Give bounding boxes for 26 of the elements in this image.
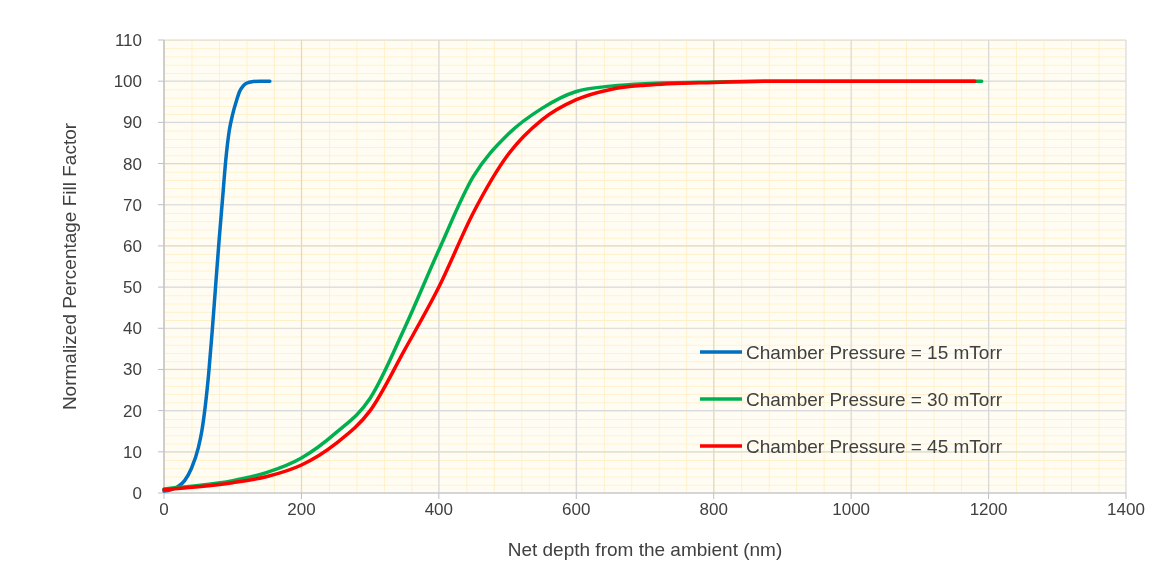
y-tick-label: 20 (123, 401, 142, 421)
y-tick-label: 50 (123, 278, 142, 298)
x-tick-label: 1400 (1107, 500, 1145, 519)
x-tick-label: 1000 (832, 500, 871, 519)
x-tick-label: 0 (159, 500, 169, 519)
legend-label: Chamber Pressure = 15 mTorr (746, 342, 1003, 363)
y-tick-label: 100 (113, 72, 142, 92)
x-axis-title: Net depth from the ambient (nm) (507, 539, 783, 560)
y-tick-label: 30 (123, 360, 142, 380)
legend-label: Chamber Pressure = 45 mTorr (746, 436, 1003, 457)
y-tick-label: 70 (123, 195, 142, 215)
line-series (162, 79, 272, 493)
y-tick-label: 110 (114, 31, 142, 50)
x-tick-label: 400 (424, 500, 454, 519)
x-tick-label: 200 (287, 500, 316, 519)
y-tick-label: 60 (123, 236, 142, 256)
y-tick-label: 10 (123, 442, 142, 462)
x-tick-label: 600 (562, 500, 591, 519)
y-tick-label: 80 (123, 154, 142, 174)
y-tick-label: 40 (123, 319, 142, 339)
legend-label: Chamber Pressure = 30 mTorr (746, 389, 1003, 410)
x-tick-label: 800 (699, 500, 728, 519)
y-axis-title: Normalized Percentage Fill Factor (59, 122, 80, 411)
x-tick-label: 1200 (969, 500, 1008, 519)
y-tick-label: 90 (123, 113, 142, 133)
y-tick-label: 0 (132, 484, 142, 503)
